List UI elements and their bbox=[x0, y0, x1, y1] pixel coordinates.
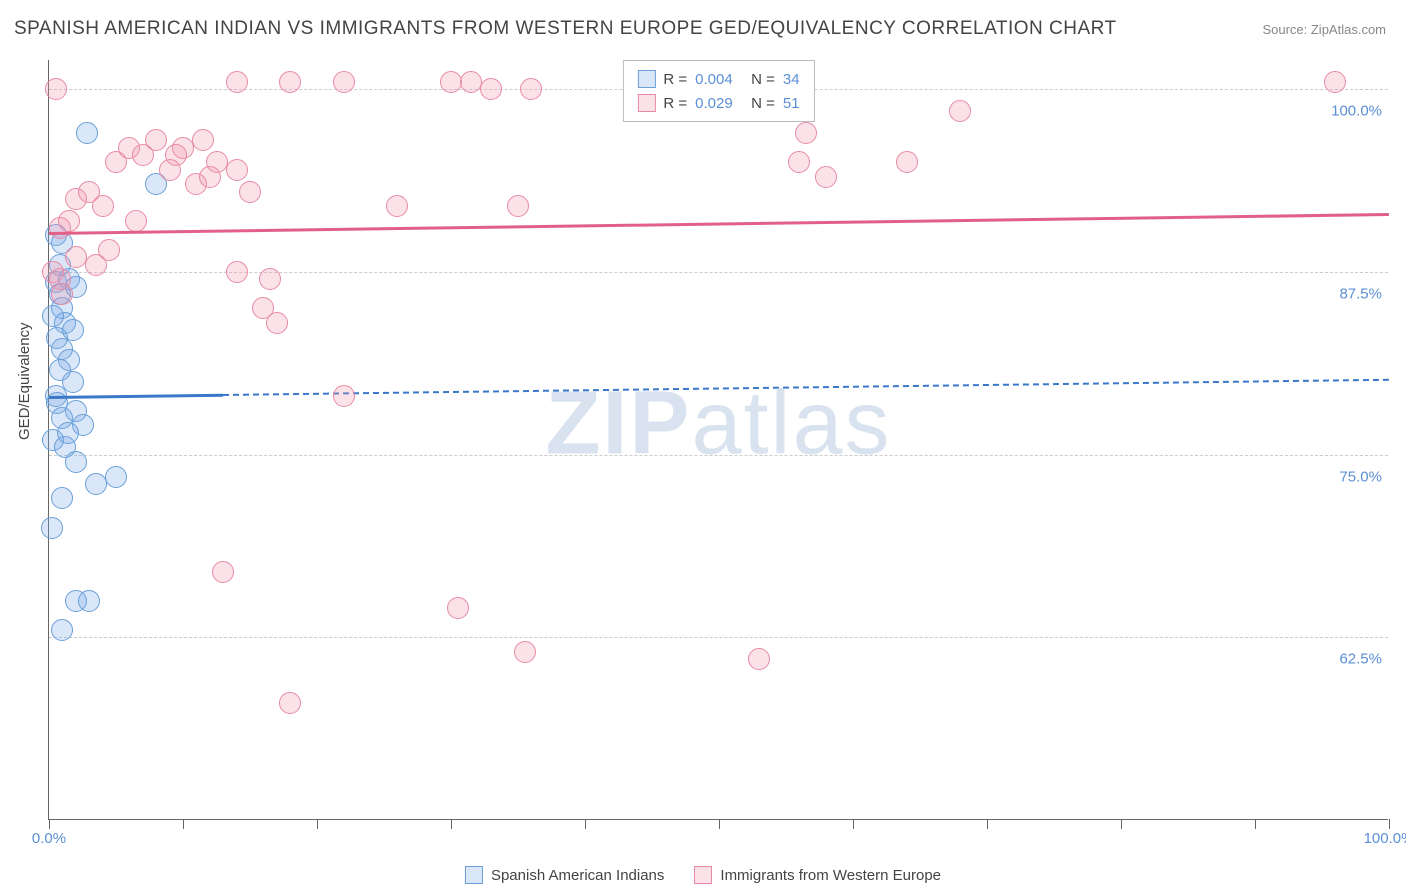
data-point bbox=[507, 195, 529, 217]
legend-item: Spanish American Indians bbox=[465, 866, 664, 884]
data-point bbox=[226, 71, 248, 93]
gridline bbox=[49, 272, 1388, 273]
gridline bbox=[49, 637, 1388, 638]
source-attribution: Source: ZipAtlas.com bbox=[1262, 22, 1386, 37]
data-point bbox=[62, 319, 84, 341]
data-point bbox=[212, 561, 234, 583]
data-point bbox=[226, 261, 248, 283]
legend-swatch bbox=[694, 866, 712, 884]
data-point bbox=[514, 641, 536, 663]
y-axis-title: GED/Equivalency bbox=[16, 322, 33, 440]
chart-title: SPANISH AMERICAN INDIAN VS IMMIGRANTS FR… bbox=[14, 18, 1117, 40]
legend-swatch bbox=[637, 94, 655, 112]
data-point bbox=[58, 210, 80, 232]
x-tick bbox=[853, 819, 854, 829]
legend-r-label: R = bbox=[663, 71, 687, 88]
x-tick bbox=[1389, 819, 1390, 829]
data-point bbox=[192, 129, 214, 151]
plot-area: ZIPatlas R =0.004N =34R =0.029N =51 62.5… bbox=[48, 60, 1388, 820]
data-point bbox=[333, 71, 355, 93]
data-point bbox=[520, 78, 542, 100]
data-point bbox=[279, 692, 301, 714]
data-point bbox=[206, 151, 228, 173]
legend-swatch bbox=[637, 70, 655, 88]
data-point bbox=[386, 195, 408, 217]
data-point bbox=[447, 597, 469, 619]
legend-swatch bbox=[465, 866, 483, 884]
data-point bbox=[41, 517, 63, 539]
data-point bbox=[259, 268, 281, 290]
data-point bbox=[125, 210, 147, 232]
correlation-legend: R = 0.004 N = 34 R = 0.029 N = 51 bbox=[622, 60, 814, 122]
x-tick bbox=[719, 819, 720, 829]
data-point bbox=[748, 648, 770, 670]
x-tick bbox=[1255, 819, 1256, 829]
y-tick-label: 75.0% bbox=[1339, 468, 1382, 485]
data-point bbox=[1324, 71, 1346, 93]
trend-line bbox=[223, 379, 1389, 396]
x-tick-label: 100.0% bbox=[1364, 830, 1406, 847]
legend-r-value: 0.004 bbox=[695, 71, 743, 88]
data-point bbox=[45, 78, 67, 100]
legend-label: Spanish American Indians bbox=[491, 867, 664, 884]
data-point bbox=[78, 590, 100, 612]
data-point bbox=[795, 122, 817, 144]
data-point bbox=[105, 466, 127, 488]
x-tick bbox=[1121, 819, 1122, 829]
x-tick-label: 0.0% bbox=[32, 830, 66, 847]
data-point bbox=[460, 71, 482, 93]
data-point bbox=[51, 619, 73, 641]
x-tick bbox=[585, 819, 586, 829]
legend-n-value: 34 bbox=[783, 71, 800, 88]
x-tick bbox=[451, 819, 452, 829]
legend-r-label: R = bbox=[663, 95, 687, 112]
legend-n-value: 51 bbox=[783, 95, 800, 112]
legend-row: R = 0.004 N = 34 bbox=[637, 67, 799, 91]
trend-line bbox=[49, 213, 1389, 234]
series-legend: Spanish American Indians Immigrants from … bbox=[465, 866, 941, 884]
data-point bbox=[165, 144, 187, 166]
legend-n-label: N = bbox=[751, 71, 775, 88]
data-point bbox=[226, 159, 248, 181]
data-point bbox=[85, 473, 107, 495]
data-point bbox=[51, 487, 73, 509]
data-point bbox=[279, 71, 301, 93]
data-point bbox=[333, 385, 355, 407]
data-point bbox=[480, 78, 502, 100]
data-point bbox=[98, 239, 120, 261]
data-point bbox=[949, 100, 971, 122]
x-tick bbox=[987, 819, 988, 829]
data-point bbox=[440, 71, 462, 93]
gridline bbox=[49, 455, 1388, 456]
y-tick-label: 87.5% bbox=[1339, 285, 1382, 302]
y-tick-label: 62.5% bbox=[1339, 651, 1382, 668]
data-point bbox=[266, 312, 288, 334]
legend-label: Immigrants from Western Europe bbox=[720, 867, 941, 884]
data-point bbox=[42, 305, 64, 327]
data-point bbox=[896, 151, 918, 173]
data-point bbox=[51, 283, 73, 305]
x-tick bbox=[183, 819, 184, 829]
legend-n-label: N = bbox=[751, 95, 775, 112]
data-point bbox=[76, 122, 98, 144]
y-tick-label: 100.0% bbox=[1331, 103, 1382, 120]
trend-line bbox=[49, 394, 223, 399]
data-point bbox=[815, 166, 837, 188]
data-point bbox=[145, 129, 167, 151]
data-point bbox=[65, 246, 87, 268]
x-tick bbox=[49, 819, 50, 829]
x-tick bbox=[317, 819, 318, 829]
legend-row: R = 0.029 N = 51 bbox=[637, 91, 799, 115]
data-point bbox=[92, 195, 114, 217]
data-point bbox=[57, 422, 79, 444]
data-point bbox=[788, 151, 810, 173]
data-point bbox=[239, 181, 261, 203]
data-point bbox=[65, 451, 87, 473]
legend-r-value: 0.029 bbox=[695, 95, 743, 112]
legend-item: Immigrants from Western Europe bbox=[694, 866, 941, 884]
data-point bbox=[62, 371, 84, 393]
